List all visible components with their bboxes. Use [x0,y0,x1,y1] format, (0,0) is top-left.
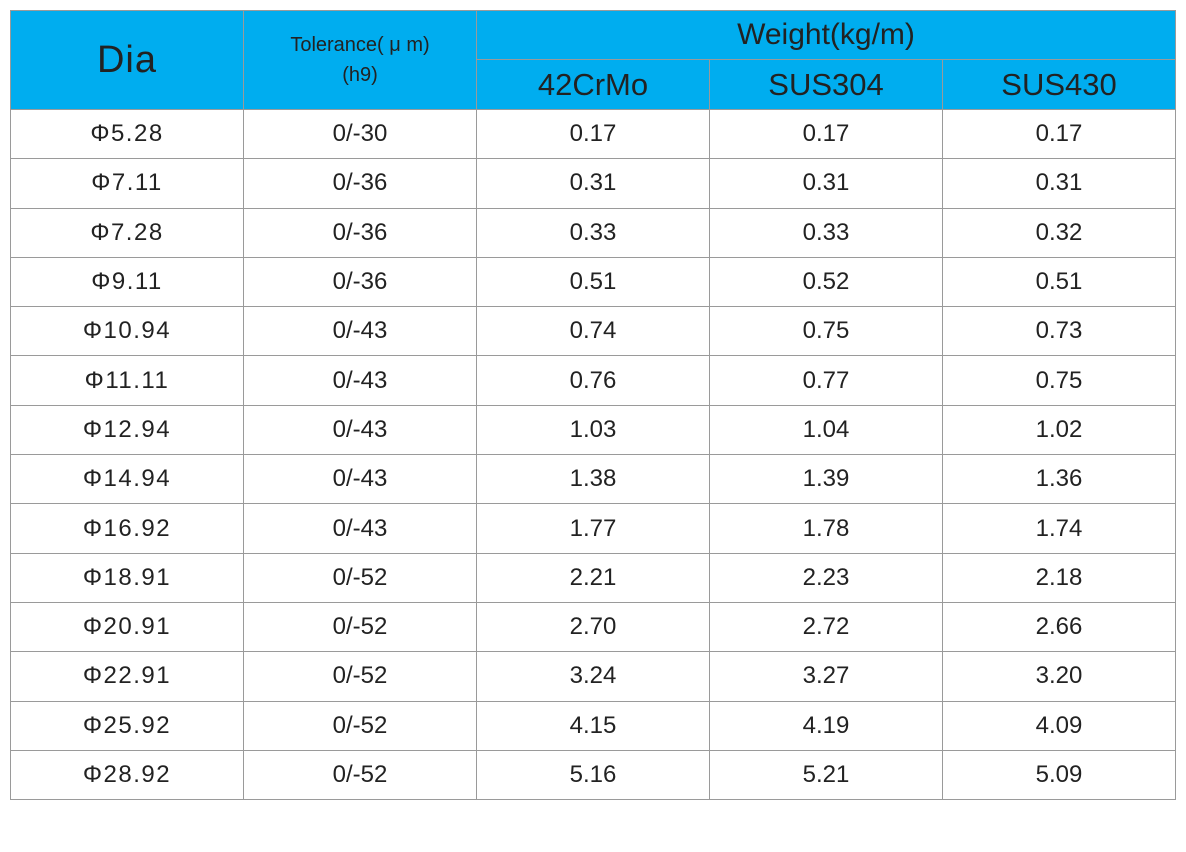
cell-dia: Φ5.28 [10,108,244,160]
cell-weight-sus304: 5.21 [709,749,943,801]
table-row: Φ11.11 0/-43 0.76 0.77 0.75 [10,355,1176,406]
cell-weight-sus430: 0.75 [942,355,1176,406]
table-body: Φ5.28 0/-30 0.17 0.17 0.17 Φ7.11 0/-36 0… [10,108,1176,801]
cell-tolerance: 0/-36 [243,256,477,308]
cell-weight-sus430: 1.02 [942,404,1176,456]
cell-weight-42crmo: 1.03 [476,404,710,456]
cell-tolerance: 0/-52 [243,749,477,801]
cell-dia: Φ18.91 [10,552,244,603]
cell-weight-sus304: 1.04 [709,404,943,456]
table-row: Φ5.28 0/-30 0.17 0.17 0.17 [10,108,1176,160]
cell-dia: Φ20.91 [10,601,244,653]
cell-dia: Φ11.11 [10,355,244,406]
cell-weight-sus304: 2.72 [709,601,943,653]
cell-dia: Φ7.11 [10,158,244,209]
cell-weight-sus304: 0.33 [709,207,943,258]
table-row: Φ22.91 0/-52 3.24 3.27 3.20 [10,651,1176,702]
cell-weight-42crmo: 4.15 [476,700,710,751]
cell-dia: Φ10.94 [10,306,244,357]
cell-weight-sus430: 4.09 [942,700,1176,751]
table-row: Φ7.11 0/-36 0.31 0.31 0.31 [10,158,1176,209]
cell-tolerance: 0/-52 [243,651,477,702]
weight-spec-table: Dia Tolerance( μ m) (h9) Weight(kg/m) 42… [10,10,1176,801]
cell-weight-sus430: 0.51 [942,256,1176,308]
cell-weight-42crmo: 0.33 [476,207,710,258]
cell-tolerance: 0/-43 [243,503,477,554]
cell-weight-42crmo: 0.74 [476,306,710,357]
cell-weight-sus304: 1.39 [709,454,943,505]
cell-dia: Φ7.28 [10,207,244,258]
cell-weight-42crmo: 5.16 [476,749,710,801]
header-material-sus304: SUS304 [709,59,943,110]
cell-tolerance: 0/-43 [243,454,477,505]
cell-weight-42crmo: 1.38 [476,454,710,505]
cell-weight-sus430: 2.18 [942,552,1176,603]
cell-weight-sus304: 0.77 [709,355,943,406]
cell-weight-42crmo: 0.17 [476,108,710,160]
cell-weight-sus304: 2.23 [709,552,943,603]
header-material-42crmo: 42CrMo [476,59,710,110]
cell-weight-sus304: 0.31 [709,158,943,209]
cell-tolerance: 0/-43 [243,404,477,456]
cell-weight-42crmo: 0.51 [476,256,710,308]
cell-weight-sus430: 0.32 [942,207,1176,258]
cell-weight-sus304: 0.52 [709,256,943,308]
cell-weight-sus304: 4.19 [709,700,943,751]
cell-weight-sus430: 0.73 [942,306,1176,357]
table-row: Φ28.92 0/-52 5.16 5.21 5.09 [10,749,1176,801]
cell-dia: Φ14.94 [10,454,244,505]
cell-weight-sus304: 0.17 [709,108,943,160]
cell-dia: Φ9.11 [10,256,244,308]
cell-weight-sus430: 3.20 [942,651,1176,702]
table-header: Dia Tolerance( μ m) (h9) Weight(kg/m) 42… [10,10,1176,110]
header-material-sus430: SUS430 [942,59,1176,110]
table-row: Φ25.92 0/-52 4.15 4.19 4.09 [10,700,1176,751]
cell-tolerance: 0/-43 [243,306,477,357]
table-row: Φ7.28 0/-36 0.33 0.33 0.32 [10,207,1176,258]
cell-weight-sus430: 1.36 [942,454,1176,505]
cell-weight-sus430: 1.74 [942,503,1176,554]
cell-weight-sus430: 0.31 [942,158,1176,209]
cell-dia: Φ25.92 [10,700,244,751]
header-tolerance-label: Tolerance( μ m) [290,34,430,56]
table-row: Φ18.91 0/-52 2.21 2.23 2.18 [10,552,1176,603]
cell-dia: Φ28.92 [10,749,244,801]
cell-weight-sus430: 2.66 [942,601,1176,653]
table-row: Φ16.92 0/-43 1.77 1.78 1.74 [10,503,1176,554]
cell-tolerance: 0/-52 [243,700,477,751]
cell-tolerance: 0/-52 [243,601,477,653]
cell-tolerance: 0/-30 [243,108,477,160]
table-row: Φ9.11 0/-36 0.51 0.52 0.51 [10,256,1176,308]
cell-tolerance: 0/-36 [243,207,477,258]
header-dia: Dia [10,10,244,110]
cell-weight-42crmo: 0.76 [476,355,710,406]
header-tolerance-grade: (h9) [342,64,378,86]
cell-weight-sus430: 5.09 [942,749,1176,801]
table-row: Φ14.94 0/-43 1.38 1.39 1.36 [10,454,1176,505]
cell-weight-sus430: 0.17 [942,108,1176,160]
cell-weight-42crmo: 3.24 [476,651,710,702]
cell-weight-42crmo: 2.21 [476,552,710,603]
cell-dia: Φ12.94 [10,404,244,456]
header-weight: Weight(kg/m) [476,10,1176,60]
cell-tolerance: 0/-52 [243,552,477,603]
header-tolerance: Tolerance( μ m) (h9) [243,10,477,110]
cell-dia: Φ22.91 [10,651,244,702]
cell-weight-42crmo: 0.31 [476,158,710,209]
cell-weight-sus304: 0.75 [709,306,943,357]
cell-weight-42crmo: 2.70 [476,601,710,653]
cell-weight-42crmo: 1.77 [476,503,710,554]
cell-tolerance: 0/-36 [243,158,477,209]
cell-dia: Φ16.92 [10,503,244,554]
cell-tolerance: 0/-43 [243,355,477,406]
table-row: Φ20.91 0/-52 2.70 2.72 2.66 [10,601,1176,653]
cell-weight-sus304: 1.78 [709,503,943,554]
cell-weight-sus304: 3.27 [709,651,943,702]
table-row: Φ10.94 0/-43 0.74 0.75 0.73 [10,306,1176,357]
table-row: Φ12.94 0/-43 1.03 1.04 1.02 [10,404,1176,456]
